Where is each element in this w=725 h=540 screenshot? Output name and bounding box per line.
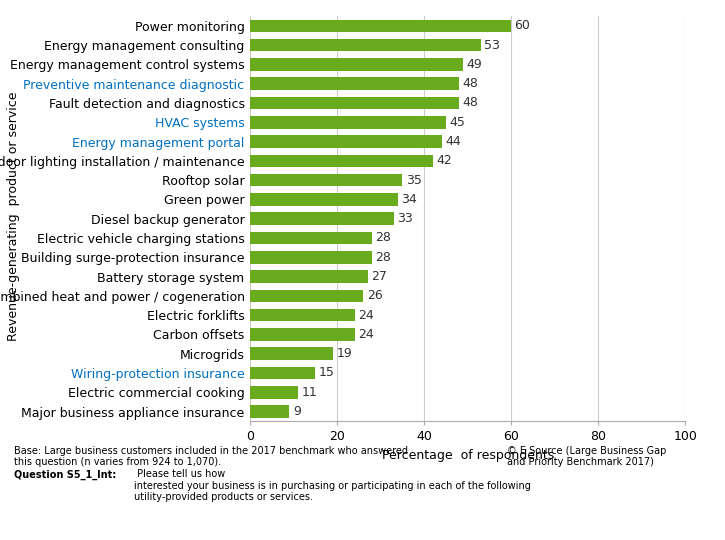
Text: 44: 44 <box>445 135 461 148</box>
Text: 26: 26 <box>367 289 383 302</box>
Text: 48: 48 <box>463 77 478 90</box>
Bar <box>250 212 394 225</box>
Text: 11: 11 <box>302 386 318 399</box>
Text: 53: 53 <box>484 39 500 52</box>
Text: 28: 28 <box>376 251 392 264</box>
Text: 24: 24 <box>358 328 374 341</box>
Bar <box>250 174 402 186</box>
Text: 45: 45 <box>450 116 465 129</box>
Bar <box>250 328 355 341</box>
Text: 33: 33 <box>397 212 413 225</box>
Bar <box>250 39 481 51</box>
Text: 34: 34 <box>402 193 418 206</box>
Text: 60: 60 <box>515 19 531 32</box>
Text: 35: 35 <box>406 174 422 187</box>
Bar <box>250 406 289 418</box>
Bar <box>250 347 333 360</box>
X-axis label: Percentage  of respondents: Percentage of respondents <box>381 449 554 462</box>
Bar <box>250 19 511 32</box>
Text: Revenue-generating  product or service: Revenue-generating product or service <box>7 91 20 341</box>
Bar <box>250 232 372 244</box>
Text: 15: 15 <box>319 367 335 380</box>
Text: Question S5_1_Int:: Question S5_1_Int: <box>14 469 117 480</box>
Bar <box>250 77 459 90</box>
Bar <box>250 97 459 109</box>
Text: Base: Large business customers included in the 2017 benchmark who answered
this : Base: Large business customers included … <box>14 446 408 467</box>
Bar <box>250 309 355 321</box>
Bar <box>250 289 363 302</box>
Text: 27: 27 <box>371 270 387 283</box>
Text: 48: 48 <box>463 97 478 110</box>
Bar <box>250 58 463 71</box>
Bar <box>250 251 372 264</box>
Text: 9: 9 <box>293 405 301 418</box>
Text: © E Source (Large Business Gap
and Priority Benchmark 2017): © E Source (Large Business Gap and Prior… <box>507 446 667 467</box>
Text: 19: 19 <box>336 347 352 360</box>
Bar <box>250 136 442 148</box>
Text: 49: 49 <box>467 58 483 71</box>
Text: 28: 28 <box>376 232 392 245</box>
Bar <box>250 116 446 129</box>
Bar <box>250 154 433 167</box>
Bar <box>250 271 368 283</box>
Text: 42: 42 <box>436 154 452 167</box>
Text: 24: 24 <box>358 309 374 322</box>
Text: Please tell us how
interested your business is in purchasing or participating in: Please tell us how interested your busin… <box>134 469 531 502</box>
Bar <box>250 367 315 379</box>
Bar <box>250 386 298 399</box>
Bar <box>250 193 398 206</box>
